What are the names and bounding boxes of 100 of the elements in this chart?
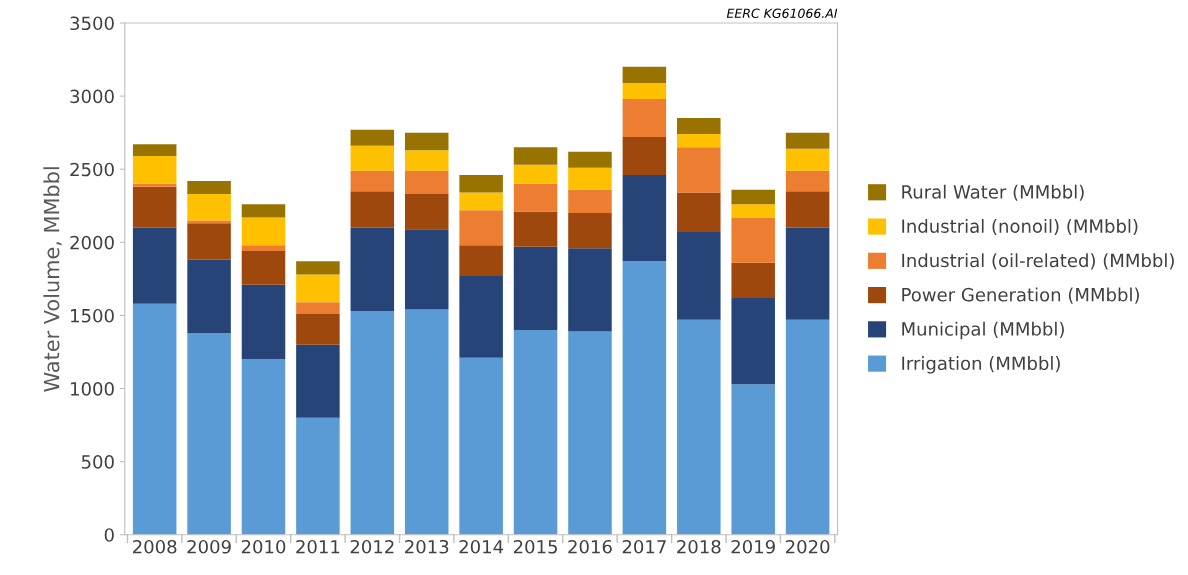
bar: [677, 118, 721, 135]
bar: [731, 189, 775, 205]
bar: [622, 82, 667, 100]
bar: [132, 303, 177, 535]
bar: [296, 302, 340, 314]
legend-label: Rural Water (MMbbl): [902, 184, 1084, 201]
bar: [622, 66, 667, 83]
bar: [241, 359, 286, 535]
y-tick-label: 1500: [71, 308, 114, 323]
bar: [513, 330, 558, 535]
bar: [187, 332, 231, 535]
legend-label: Industrial (nonoil) (MMbbl): [902, 219, 1138, 236]
bar: [513, 211, 558, 247]
x-tick-label: 2010: [241, 539, 286, 554]
bar: [785, 319, 830, 535]
bar: [785, 148, 830, 171]
bar: [296, 261, 340, 275]
bar: [459, 210, 503, 246]
y-tick-label: 3500: [70, 16, 114, 31]
bar: [785, 132, 830, 149]
text: EERC KG61066.AI: [726, 8, 838, 19]
bar: [132, 144, 177, 157]
legend-label: Industrial (oil-related) (MMbbl): [902, 253, 1174, 270]
bar: [622, 261, 667, 535]
y-tick-label: 2000: [70, 235, 114, 250]
y-tick-label: 0: [104, 528, 114, 542]
x-tick-label: 2017: [622, 539, 666, 554]
x-tick-label: 2016: [568, 539, 612, 554]
bar: [677, 232, 721, 320]
bar: [677, 319, 721, 535]
bar: [677, 134, 721, 148]
x-tick-label: 2011: [296, 539, 340, 554]
bar: [785, 227, 830, 320]
bar: [404, 194, 449, 230]
y-tick-label: 2500: [70, 162, 114, 177]
x-tick-label: 2012: [350, 539, 394, 554]
bar: [622, 137, 667, 176]
bar: [677, 147, 721, 193]
bar: [187, 194, 231, 221]
bar: [622, 175, 667, 262]
legend-label: Power Generation (MMbbl): [902, 287, 1139, 304]
bar: [296, 417, 340, 535]
bar: [513, 246, 558, 331]
bar: [459, 275, 503, 358]
bar: [568, 167, 612, 190]
legend-label: Municipal (MMbbl): [902, 321, 1064, 340]
y-tick-label: 1000: [71, 381, 114, 396]
bar: [568, 151, 612, 168]
bar: [568, 331, 612, 535]
x-tick-label: 2019: [731, 539, 775, 554]
bar: [241, 204, 286, 218]
bar: [404, 150, 449, 171]
legend-label: Irrigation (MMbbl): [902, 356, 1060, 374]
bar: [350, 227, 395, 312]
bar: [459, 245, 503, 276]
bar: [568, 213, 612, 249]
bar: [296, 274, 340, 303]
x-tick-label: 2013: [405, 539, 449, 554]
bar: [132, 227, 177, 304]
bar: [404, 229, 449, 310]
bar: [785, 170, 830, 192]
bar: [459, 357, 503, 535]
x-tick-label: 2014: [459, 539, 504, 554]
bar: [350, 145, 395, 171]
bar: [568, 189, 612, 214]
bar: [731, 217, 775, 263]
bar: [513, 183, 558, 212]
bar: [187, 220, 231, 224]
y-tick-label: 3000: [70, 89, 114, 104]
bar: [404, 170, 449, 195]
bar: [459, 192, 503, 211]
bar: [350, 170, 395, 192]
bar: [677, 192, 721, 233]
bar: [187, 180, 231, 195]
bar: [568, 248, 612, 332]
bar: [350, 191, 395, 228]
bar: [187, 223, 231, 260]
bar: [241, 251, 286, 285]
bar: [622, 99, 667, 138]
bar: [132, 183, 177, 187]
bar: [187, 259, 231, 333]
x-tick-label: 2018: [677, 539, 721, 554]
bar: [404, 309, 449, 535]
bar: [296, 344, 340, 418]
bar: [731, 204, 775, 218]
y-axis-title: Water Volume, MMbbl: [43, 167, 62, 392]
x-tick-label: 2008: [133, 539, 177, 554]
bar: [132, 186, 177, 228]
x-tick-label: 2009: [187, 539, 231, 554]
bar: [731, 384, 775, 535]
bar: [241, 284, 286, 360]
bar: [296, 313, 340, 345]
bar: [350, 129, 395, 146]
bar: [132, 156, 177, 184]
bar: [350, 311, 395, 535]
bar: [459, 175, 503, 193]
bar: [731, 262, 775, 298]
bar: [513, 147, 558, 165]
bar: [241, 245, 286, 252]
x-tick-label: 2015: [513, 539, 557, 554]
